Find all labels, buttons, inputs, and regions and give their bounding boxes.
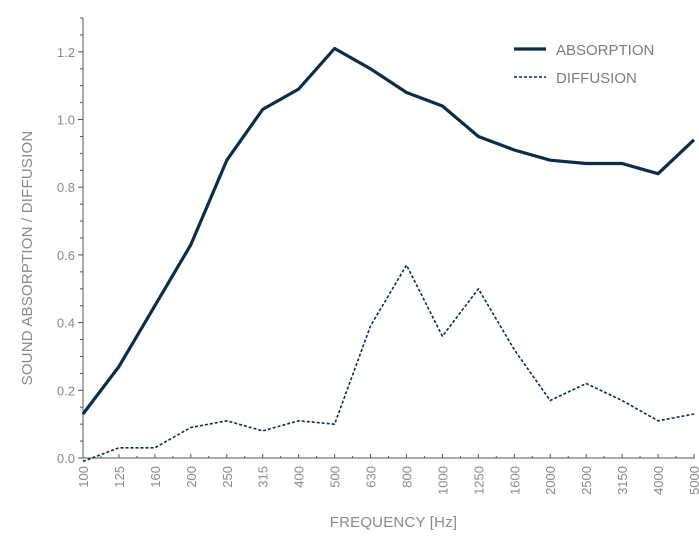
y-tick-label: 0.4	[57, 316, 75, 331]
x-tick-label: 630	[364, 466, 379, 488]
legend-label-absorption: ABSORPTION	[556, 42, 654, 59]
axes: 0.0 0.2 0.4 0.6 0.8 1.0 1.2 100 125 160 200 250 315 4…	[57, 17, 699, 495]
legend-label-diffusion: DIFFUSION	[556, 70, 637, 87]
y-axis-title: SOUND ABSORPTION / DIFFUSION	[19, 131, 36, 386]
x-tick-label: 500	[328, 466, 343, 488]
x-tick-label: 5000	[687, 466, 699, 495]
y-tick-label: 1.0	[57, 113, 75, 128]
legend: ABSORPTION DIFFUSION	[514, 42, 654, 87]
series-line-diffusion	[82, 264, 695, 463]
x-tick-label: 160	[148, 466, 163, 488]
series-group	[81, 46, 696, 463]
x-tick-label: 200	[184, 466, 199, 488]
x-tick-label: 2000	[543, 466, 558, 495]
x-axis-title: FREQUENCY [Hz]	[330, 514, 458, 531]
x-tick-label: 315	[256, 466, 271, 488]
x-tick-label: 3150	[615, 466, 630, 495]
y-tick-label: 0.6	[57, 248, 75, 263]
x-tick-label: 800	[399, 466, 414, 488]
y-tick-label: 0.8	[57, 180, 75, 195]
x-tick-label: 1250	[471, 466, 486, 495]
y-tick-label: 0.0	[57, 451, 75, 466]
x-tick-label: 1000	[435, 466, 450, 495]
x-tick-label: 100	[76, 466, 91, 488]
x-tick-label: 250	[220, 466, 235, 488]
x-tick-label: 4000	[651, 466, 666, 495]
x-tick-label: 400	[292, 466, 307, 488]
y-tick-label: 0.2	[57, 383, 75, 398]
x-tick-label: 2500	[579, 466, 594, 495]
x-tick-label: 125	[112, 466, 127, 488]
series-line-absorption	[81, 46, 696, 415]
x-tick-label: 1600	[507, 466, 522, 495]
y-tick-label: 1.2	[57, 45, 75, 60]
